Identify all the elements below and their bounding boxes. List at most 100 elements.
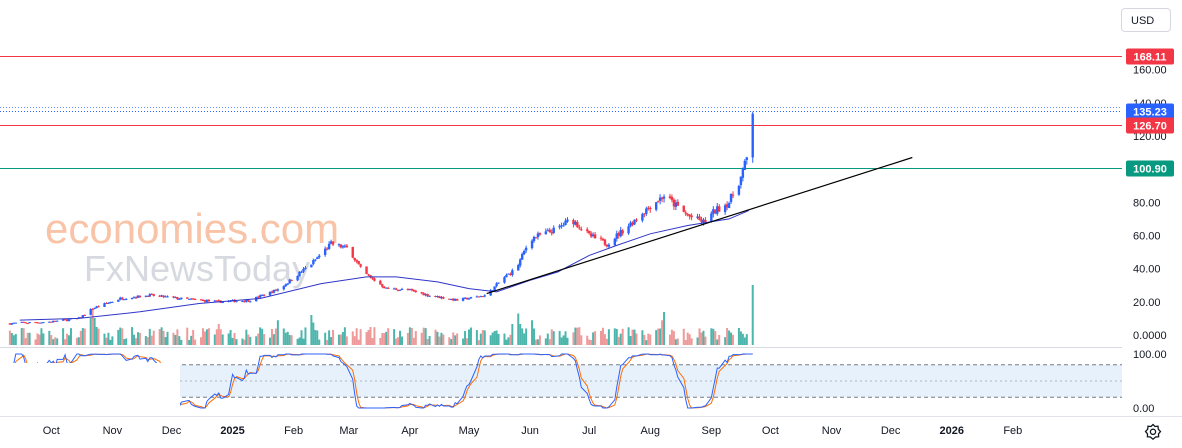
volume-bar — [702, 330, 705, 345]
candle-body — [633, 219, 636, 225]
candle-body — [160, 295, 163, 297]
candle-body — [270, 291, 274, 293]
volume-bar — [93, 318, 96, 345]
candle-body — [394, 288, 398, 290]
volume-bar — [109, 339, 112, 345]
volume-bar — [259, 327, 262, 345]
volume-bar — [397, 337, 400, 345]
candle-body — [410, 288, 414, 291]
level-label: 168.11 — [1133, 52, 1166, 64]
volume-bar — [594, 331, 597, 345]
candle-body — [20, 321, 23, 323]
candle-body — [729, 194, 733, 203]
time-tick-label: Jun — [521, 425, 539, 437]
volume-bar — [190, 335, 193, 345]
candle-body — [662, 196, 666, 199]
volume-bar — [751, 285, 754, 345]
candle-body — [256, 296, 260, 298]
volume-bar — [408, 327, 411, 345]
candle-body — [519, 259, 522, 266]
candle-body — [688, 214, 691, 217]
candle-body — [564, 220, 567, 226]
candle-body — [262, 294, 266, 296]
volume-bar — [552, 331, 555, 345]
volume-bar — [619, 333, 622, 345]
candle-body — [463, 297, 467, 299]
candle-body — [355, 259, 358, 262]
candle-body — [560, 225, 563, 227]
volume-bar — [580, 335, 583, 345]
volume-bar — [586, 335, 589, 345]
candle-body — [511, 270, 514, 276]
volume-bar — [724, 337, 727, 345]
candle-body — [696, 216, 699, 218]
candle-body — [105, 303, 108, 305]
volume-bar — [592, 332, 595, 345]
candle-body — [36, 322, 39, 324]
volume-bar — [103, 333, 106, 345]
candle-body — [635, 219, 638, 221]
oscillator-axis[interactable]: 100.00 0.00 — [1133, 349, 1167, 415]
candle-body — [731, 194, 735, 196]
candle-body — [296, 276, 299, 281]
candle-body — [77, 317, 81, 319]
level-label-bg — [1126, 103, 1174, 120]
candle-body — [369, 275, 372, 277]
candle-body — [591, 234, 595, 236]
candle-body — [272, 289, 276, 293]
candle-body — [52, 320, 55, 323]
volume-bar — [505, 339, 508, 345]
settings-gear-icon[interactable] — [1143, 422, 1163, 442]
price-axis[interactable]: 160.00140.00120.0080.0060.0040.0020.000.… — [1133, 65, 1167, 342]
trend-line[interactable] — [486, 156, 913, 295]
volume-bar — [310, 315, 313, 345]
candle-body — [475, 296, 479, 298]
candle-body — [497, 282, 500, 284]
candle-body — [373, 278, 376, 281]
price-tick-label: 0.0000 — [1133, 330, 1167, 342]
volume-bar — [330, 337, 333, 345]
candle-body — [481, 296, 484, 298]
candle-body — [438, 296, 441, 299]
volume-bar — [312, 322, 315, 345]
candle-body — [562, 225, 565, 227]
currency-selector[interactable]: USD — [1121, 8, 1171, 32]
volume-bar — [304, 327, 307, 345]
candle-body — [302, 268, 305, 272]
volume-bar — [131, 327, 134, 345]
candle-body — [241, 300, 244, 302]
candle-body — [379, 280, 382, 285]
price-tick-label: 80.00 — [1133, 197, 1161, 209]
candle-body — [615, 233, 618, 239]
candle-body — [124, 299, 128, 301]
candle-body — [258, 295, 262, 298]
volume-bar — [365, 332, 368, 345]
volume-bar — [466, 338, 469, 345]
volume-bar — [574, 327, 577, 345]
volume-bar — [245, 329, 248, 345]
candle-body — [548, 229, 551, 233]
candle-body — [288, 279, 291, 284]
candle-body — [146, 295, 150, 297]
time-axis[interactable]: epOctNovDec2025FebMarAprMayJunJulAugSepO… — [0, 425, 1023, 437]
candle-body — [274, 289, 278, 291]
price-tick-label: 120.00 — [1133, 131, 1167, 143]
candle-body — [61, 319, 65, 321]
candle-body — [314, 259, 317, 261]
candle-body — [586, 229, 589, 232]
candle-body — [520, 253, 524, 260]
volume-bar — [690, 338, 693, 345]
candle-body — [412, 290, 416, 292]
volume-bar — [213, 334, 216, 345]
candle-body — [81, 315, 85, 318]
candle-body — [587, 230, 591, 234]
candle-body — [203, 300, 207, 302]
volume-bar — [28, 332, 31, 345]
volume-bar — [77, 337, 80, 345]
candle-body — [645, 208, 648, 214]
candle-body — [426, 294, 429, 297]
candle-body — [424, 294, 427, 296]
candle-body — [558, 225, 561, 228]
volume-bar — [641, 330, 644, 345]
